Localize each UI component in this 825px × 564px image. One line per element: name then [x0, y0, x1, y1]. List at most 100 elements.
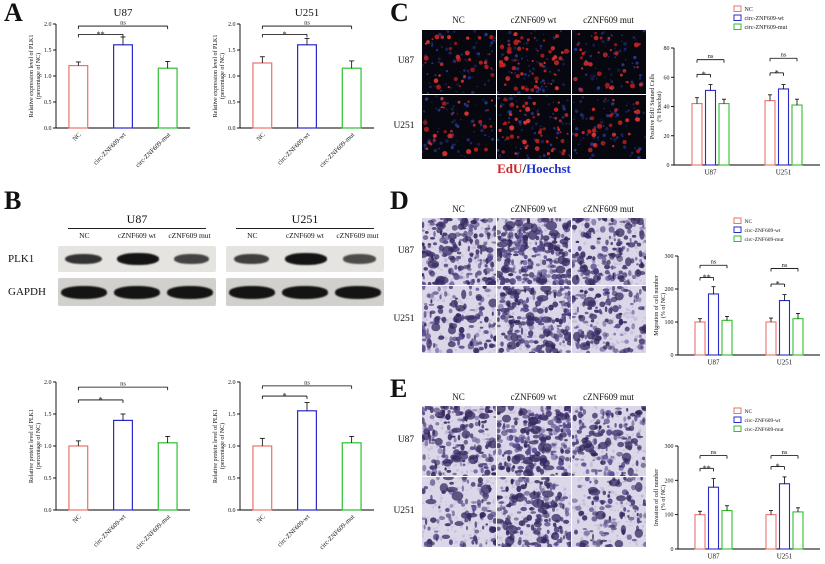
bar-chart-migration: 0 100 200 300 Migration of cell number (% of … — [650, 216, 824, 368]
panel-e-row-label-u251: U251 — [393, 506, 415, 516]
title-underline — [236, 228, 374, 229]
svg-text:0.5: 0.5 — [44, 476, 52, 482]
panel-b-label: B — [4, 186, 22, 215]
blot-image-u87 — [58, 246, 216, 272]
svg-text:ns: ns — [782, 449, 788, 456]
blot-lane-labels: NC cZNF609 wt cZNF609 mut NC cZNF609 wt … — [58, 231, 394, 240]
svg-text:0.5: 0.5 — [228, 476, 236, 482]
svg-text:circ-ZNF609-wt: circ-ZNF609-wt — [745, 228, 782, 234]
microscopy-tile — [422, 286, 496, 353]
blot-group-title-u251: U251 — [226, 212, 384, 229]
microscopy-tile — [422, 30, 496, 94]
column-header: NC — [452, 15, 465, 25]
svg-text:NC: NC — [745, 219, 753, 225]
svg-text:Relative expression level of P: Relative expression level of PLK1 — [28, 35, 35, 118]
microscopy-tile — [572, 286, 646, 353]
svg-text:1.5: 1.5 — [228, 412, 236, 418]
protein-band — [343, 254, 376, 264]
blot-image-u251 — [226, 278, 384, 306]
svg-text:NC: NC — [71, 131, 82, 142]
edu-image-grid — [422, 30, 646, 159]
svg-text:0: 0 — [671, 547, 674, 553]
svg-text:U251: U251 — [295, 7, 319, 19]
bar-chart-b-u251: 0.0 0.5 1.0 1.5 2.0 Relative protein level of… — [208, 368, 382, 562]
panel-c-label: C — [390, 0, 409, 27]
svg-text:0.0: 0.0 — [44, 508, 52, 514]
svg-text:circ-ZNF609-mut: circ-ZNF609-mut — [134, 131, 172, 169]
microscopy-tile — [572, 95, 646, 159]
column-header: NC — [452, 204, 465, 214]
svg-text:0: 0 — [667, 163, 670, 169]
column-header: cZNF609 wt — [510, 392, 557, 402]
svg-text:(percentage of NC): (percentage of NC) — [219, 423, 226, 469]
bar-chart-a-u87: 0.0 0.5 1.0 1.5 2.0 Relative expression level… — [24, 4, 198, 176]
svg-text:100: 100 — [665, 320, 674, 326]
svg-text:0.0: 0.0 — [44, 126, 52, 132]
svg-text:1.0: 1.0 — [44, 444, 52, 450]
svg-text:circ-ZNF609-wt: circ-ZNF609-wt — [276, 513, 311, 548]
svg-text:(% of NC): (% of NC) — [660, 485, 667, 510]
svg-text:(percentage of NC): (percentage of NC) — [35, 53, 42, 99]
svg-text:20: 20 — [664, 134, 670, 140]
bar-chart-b-u87: 0.0 0.5 1.0 1.5 2.0 Relative protein level of… — [24, 368, 198, 562]
protein-band — [117, 253, 160, 265]
microscopy-tile — [497, 30, 571, 94]
panel-e-column-headers: NC cZNF609 wt cZNF609 mut — [421, 392, 646, 402]
column-header: cZNF609 mut — [583, 392, 634, 402]
lane-labels-u251: NC cZNF609 wt cZNF609 mut — [226, 231, 384, 240]
column-header: NC — [452, 392, 465, 402]
svg-text:ns: ns — [711, 449, 717, 456]
svg-text:Relative protein level of PLK1: Relative protein level of PLK1 — [28, 409, 35, 483]
microscopy-tile — [497, 406, 571, 476]
svg-text:NC: NC — [745, 7, 753, 13]
svg-text:circ-ZNF609-mut: circ-ZNF609-mut — [318, 131, 356, 169]
panel-d-column-headers: NC cZNF609 wt cZNF609 mut — [421, 204, 646, 214]
svg-text:ns: ns — [120, 20, 126, 27]
caption-separator: / — [522, 161, 527, 176]
svg-text:circ-ZNF609-wt: circ-ZNF609-wt — [92, 513, 127, 548]
svg-text:1.5: 1.5 — [228, 48, 236, 54]
bar-chart-edu: 0 20 40 60 80 Positive EdU Stained Cells (% Ho… — [646, 4, 824, 180]
blot-group-title-text: U251 — [291, 212, 319, 226]
svg-text:(percentage of NC): (percentage of NC) — [35, 423, 42, 469]
microscopy-tile — [497, 477, 571, 547]
svg-text:0.0: 0.0 — [228, 508, 236, 514]
protein-band — [334, 285, 381, 299]
svg-text:200: 200 — [665, 478, 674, 484]
invasion-image-grid — [422, 406, 646, 547]
svg-text:U87: U87 — [114, 7, 133, 19]
microscopy-tile — [572, 30, 646, 94]
svg-text:circ-ZNF609-mut: circ-ZNF609-mut — [745, 237, 785, 243]
lane-label: NC — [79, 231, 90, 240]
svg-text:0.0: 0.0 — [228, 126, 236, 132]
panel-c-column-headers: NC cZNF609 wt cZNF609 mut — [421, 15, 646, 25]
svg-text:U251: U251 — [777, 359, 793, 367]
svg-text:**: ** — [703, 464, 711, 473]
microscopy-tile — [572, 406, 646, 476]
svg-text:Relative expression level of P: Relative expression level of PLK1 — [212, 35, 219, 118]
edu-hoechst-caption: EdU/Hoechst — [422, 161, 646, 177]
protein-band — [233, 253, 270, 265]
svg-text:circ-ZNF609-wt: circ-ZNF609-wt — [92, 131, 127, 166]
protein-label: PLK1 — [8, 253, 35, 265]
lane-label: cZNF609 mut — [168, 231, 211, 240]
svg-text:ns: ns — [304, 20, 310, 27]
svg-text:Positive EdU Stained Cells: Positive EdU Stained Cells — [650, 73, 656, 139]
title-underline — [68, 228, 206, 229]
svg-text:circ-ZNF609-mut: circ-ZNF609-mut — [134, 513, 172, 551]
svg-text:0: 0 — [671, 353, 674, 359]
svg-text:circ-ZNF609-mut: circ-ZNF609-mut — [745, 25, 788, 31]
svg-text:*: * — [776, 280, 780, 289]
blot-row-gapdh: GAPDH — [8, 278, 394, 306]
svg-text:(percentage of NC): (percentage of NC) — [219, 53, 226, 99]
svg-text:circ-ZNF609-wt: circ-ZNF609-wt — [745, 16, 785, 22]
svg-text:1.0: 1.0 — [228, 444, 236, 450]
protein-band — [281, 285, 328, 299]
lane-label: cZNF609 mut — [336, 231, 379, 240]
hoechst-label: Hoechst — [526, 161, 571, 176]
column-header: cZNF609 mut — [583, 204, 634, 214]
lane-label: cZNF609 wt — [285, 231, 324, 240]
svg-text:ns: ns — [711, 259, 717, 266]
svg-text:*: * — [775, 68, 779, 77]
svg-text:circ-ZNF609-mut: circ-ZNF609-mut — [745, 427, 785, 433]
